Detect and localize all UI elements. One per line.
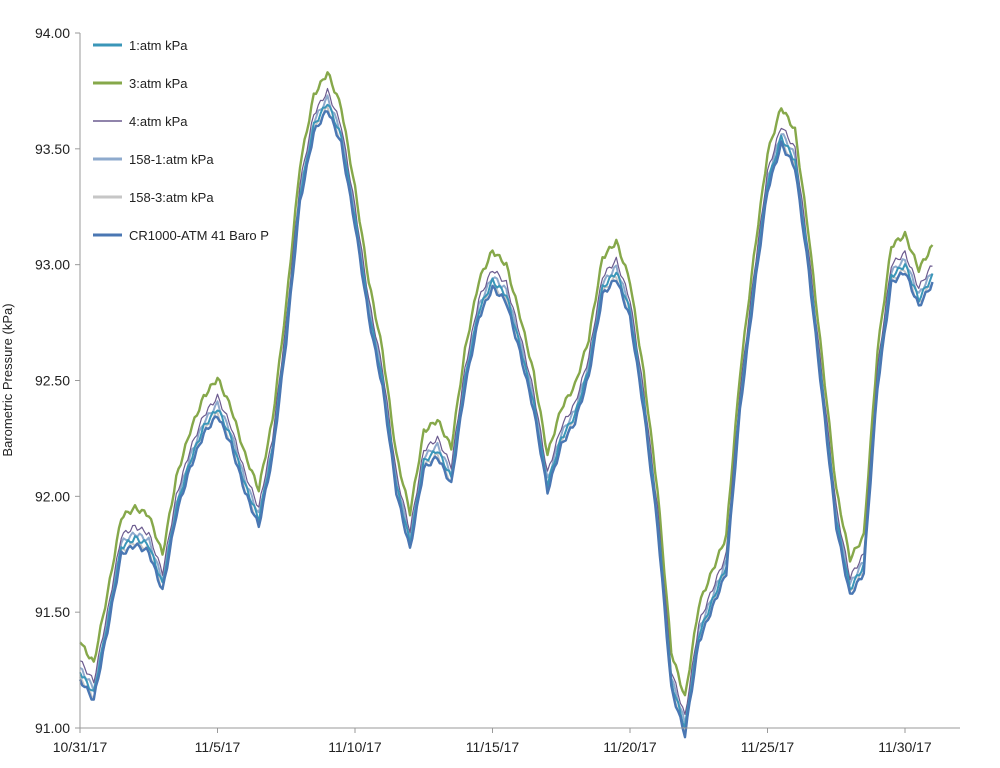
y-tick-label: 92.00: [35, 488, 70, 504]
series-line-3: [79, 87, 933, 715]
series-line-1: [79, 103, 934, 729]
y-tick-label: 91.00: [35, 720, 70, 736]
legend-label: 1:atm kPa: [129, 38, 188, 53]
y-tick-label: 94.00: [35, 25, 70, 41]
legend-label: CR1000-ATM 41 Baro P: [129, 228, 269, 243]
y-tick-label: 91.50: [35, 604, 70, 620]
x-tick-label: 11/20/17: [603, 739, 657, 755]
x-tick-label: 11/15/17: [466, 739, 520, 755]
legend-label: 4:atm kPa: [129, 114, 188, 129]
x-tick-label: 11/10/17: [328, 739, 382, 755]
y-axis-title: Barometric Pressure (kPa): [0, 303, 15, 456]
series-line-2: [79, 71, 934, 697]
axes: [79, 33, 960, 729]
plot-lines: [78, 71, 934, 739]
y-tick-label: 93.50: [35, 141, 70, 157]
series-line-6: [78, 110, 934, 739]
y-tick-label: 92.50: [35, 373, 70, 389]
x-tick-label: 11/30/17: [878, 739, 932, 755]
x-ticks: 10/31/17 11/5/17 11/10/17 11/15/17 11/20/17 1…: [53, 728, 932, 755]
x-tick-label: 11/5/17: [195, 739, 241, 755]
y-tick-label: 93.00: [35, 257, 70, 273]
legend-label: 158-1:atm kPa: [129, 152, 214, 167]
legend: 1:atm kPa 3:atm kPa 4:atm kPa 158-1:atm kPa…: [93, 38, 269, 243]
x-tick-label: 10/31/17: [53, 739, 108, 755]
y-ticks: 91.00 91.50 92.00 92.50 93.00 93.50 94.00: [35, 25, 80, 736]
legend-label: 158-3:atm kPa: [129, 190, 214, 205]
x-tick-label: 11/25/17: [741, 739, 795, 755]
legend-label: 3:atm kPa: [129, 76, 188, 91]
